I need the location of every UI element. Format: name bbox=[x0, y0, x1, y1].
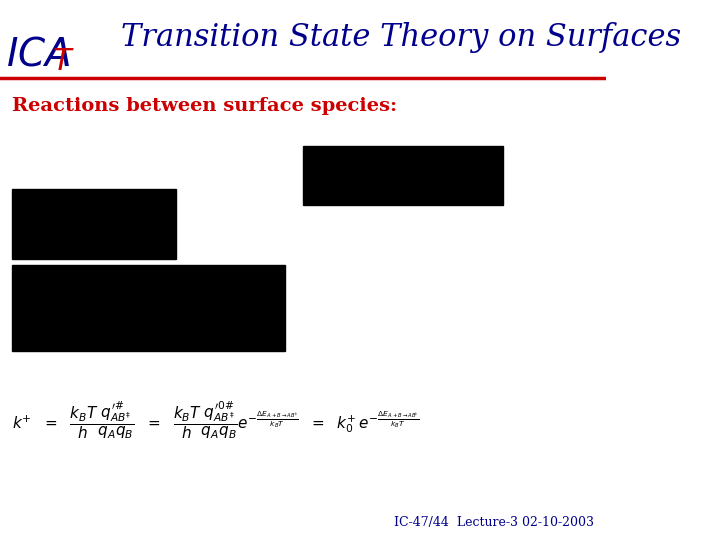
FancyBboxPatch shape bbox=[12, 265, 285, 351]
Text: Transition State Theory on Surfaces: Transition State Theory on Surfaces bbox=[121, 22, 681, 52]
Text: $k^{+}$$\ \ =\ \ $$\dfrac{k_B T}{h}\dfrac{q_{AB^{\ddagger}}^{\prime\#}}{q_A q_B}: $k^{+}$$\ \ =\ \ $$\dfrac{k_B T}{h}\dfra… bbox=[12, 400, 419, 441]
Text: $\it{ICA}$: $\it{ICA}$ bbox=[6, 35, 71, 73]
FancyBboxPatch shape bbox=[12, 189, 176, 259]
FancyBboxPatch shape bbox=[303, 146, 503, 205]
Text: IC-47/44  Lecture-3 02-10-2003: IC-47/44 Lecture-3 02-10-2003 bbox=[394, 516, 594, 529]
Text: $\it{T}$: $\it{T}$ bbox=[52, 46, 74, 77]
Text: Reactions between surface species:: Reactions between surface species: bbox=[12, 97, 397, 115]
